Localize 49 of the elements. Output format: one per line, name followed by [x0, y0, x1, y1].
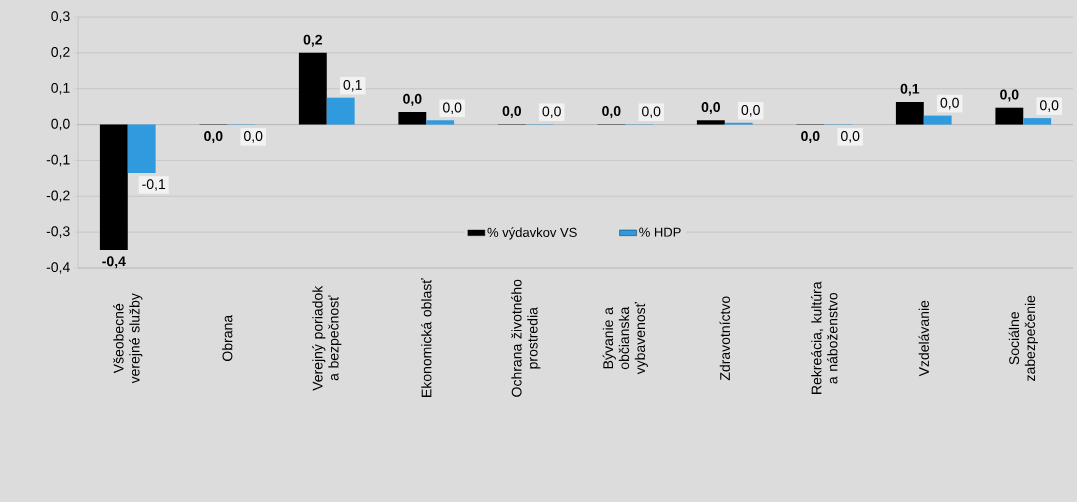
data-label: 0,0	[502, 106, 521, 119]
bar	[298, 52, 327, 125]
data-label: 0,0	[642, 106, 661, 119]
x-tick-label: Verejný poriadok a bezpečnosť	[312, 285, 342, 391]
legend-label: % výdavkov VS	[487, 227, 577, 240]
x-tick-label: Obrana	[222, 314, 233, 361]
data-label: 0,1	[343, 79, 362, 92]
data-label: 0,0	[1000, 89, 1019, 102]
y-tick-label: 0,0	[51, 118, 70, 131]
y-tick-label: -0,2	[46, 190, 70, 203]
bar	[995, 107, 1024, 125]
y-tick-label: 0,1	[51, 82, 70, 95]
bar	[426, 120, 455, 125]
bar	[127, 124, 156, 173]
x-tick-label: Zdravotníctvo	[719, 296, 730, 381]
data-label: 0,0	[443, 102, 462, 115]
data-label: 0,0	[204, 131, 223, 144]
bar	[1023, 118, 1052, 125]
data-label: -0,4	[102, 256, 126, 269]
x-tick-label: Vzdelávanie	[918, 300, 929, 377]
x-tick-label: Ekonomická oblasť	[421, 278, 432, 397]
data-label: -0,1	[142, 179, 166, 191]
data-label: 0,0	[701, 102, 720, 115]
bar	[696, 120, 725, 125]
y-tick-label: -0,3	[46, 226, 70, 238]
bar	[895, 101, 924, 125]
y-tick-label: -0,4	[46, 262, 70, 274]
x-tick-label: Rekreácia, kultúra a náboženstvo	[811, 281, 838, 394]
legend-label: % HDP	[639, 227, 681, 237]
y-tick-label: 0,2	[51, 47, 70, 59]
y-tick-label: -0,1	[46, 154, 70, 167]
data-label: 0,0	[841, 131, 860, 143]
data-label: 0,0	[801, 131, 820, 144]
x-tick-label: Všeobecné verejné služby	[113, 293, 143, 384]
x-tick-label: Bývanie a občianska vybavenosť	[602, 302, 648, 375]
data-label: 0,0	[602, 106, 621, 119]
data-label: 0,0	[403, 93, 422, 106]
x-tick-label: Ochrana životného prostredia	[511, 279, 541, 397]
data-label: 0,0	[244, 131, 263, 143]
data-label: 0,0	[741, 105, 760, 117]
data-label: 0,1	[900, 83, 920, 96]
y-tick-label: 0,3	[51, 11, 70, 23]
data-label: 0,2	[303, 34, 322, 47]
data-label: 0,0	[940, 97, 959, 110]
bar	[398, 112, 427, 125]
bar	[99, 124, 128, 251]
data-label: 0,0	[1040, 100, 1059, 112]
data-label: 0,0	[542, 106, 561, 119]
x-tick-label: Sociálne zabezpečenie	[1008, 295, 1038, 381]
